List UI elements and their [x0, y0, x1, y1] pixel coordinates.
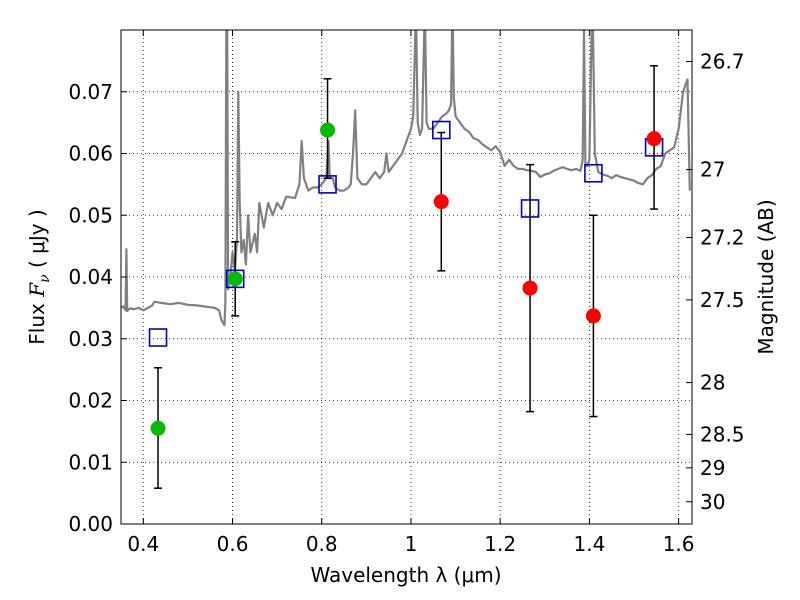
- model-square: [431, 120, 451, 140]
- x-tick-label: 1.6: [663, 532, 695, 556]
- x-tick-label: 1: [405, 532, 418, 556]
- model-points-layer: [148, 120, 664, 347]
- x-tick-label: 0.4: [127, 532, 159, 556]
- x-tick-label: 1.2: [484, 532, 516, 556]
- x-tick-label: 1.4: [573, 532, 605, 556]
- y-axis-label: Flux Fν ( μJy ): [25, 209, 53, 344]
- y-tick-label: 0.03: [68, 327, 113, 351]
- observed-point: [433, 194, 449, 210]
- magnitude-tick-label: 28.5: [700, 422, 745, 446]
- magnitude-tick-labels: 26.7 27 27.2 27.5 28 28.5 29 30: [700, 49, 745, 513]
- model-square: [584, 163, 603, 183]
- y-tick-label: 0.04: [68, 265, 113, 289]
- spectrum-layer: [121, 30, 691, 327]
- observed-point: [646, 131, 662, 147]
- magnitude-tick-label: 30: [700, 490, 725, 514]
- y-tick-label: 0.05: [68, 203, 113, 227]
- y-tick-label: 0.01: [68, 450, 113, 474]
- observed-point: [227, 271, 243, 287]
- magnitude-tick-label: 28: [700, 371, 725, 395]
- model-square: [225, 269, 245, 289]
- y2-axis-label: Magnitude (AB): [754, 199, 778, 354]
- y-tick-label: 0.02: [68, 389, 113, 413]
- y-tick-label: 0.00: [68, 512, 113, 536]
- magnitude-tick-label: 26.7: [700, 49, 745, 73]
- x-tick-label: 0.6: [217, 532, 249, 556]
- y-tick-label: 0.07: [68, 80, 113, 104]
- magnitude-tick-label: 27.5: [700, 288, 745, 312]
- spectrum-line: [121, 30, 691, 327]
- model-square: [520, 199, 540, 218]
- magnitude-tick-label: 27: [700, 158, 725, 182]
- observed-point: [150, 420, 166, 436]
- grid-lines: [121, 30, 692, 525]
- plot-frame: [120, 29, 693, 525]
- tick-marks: [121, 30, 692, 525]
- observed-point: [585, 308, 601, 324]
- model-square: [148, 328, 168, 347]
- observed-points-layer: [150, 122, 662, 436]
- y-tick-label: 0.06: [68, 142, 113, 166]
- model-square: [318, 175, 337, 194]
- magnitude-tick-label: 27.2: [700, 225, 745, 249]
- x-axis-label: Wavelength λ (μm): [310, 563, 501, 587]
- x-tick-labels: 0.4 0.6 0.8 1 1.2 1.4 1.6: [127, 532, 694, 556]
- magnitude-tick-label: 29: [700, 456, 725, 480]
- y-tick-labels: 0.00 0.01 0.02 0.03 0.04 0.05 0.06 0.07: [68, 80, 113, 536]
- observed-point: [320, 122, 336, 138]
- observed-point: [522, 280, 538, 296]
- x-tick-label: 0.8: [306, 532, 338, 556]
